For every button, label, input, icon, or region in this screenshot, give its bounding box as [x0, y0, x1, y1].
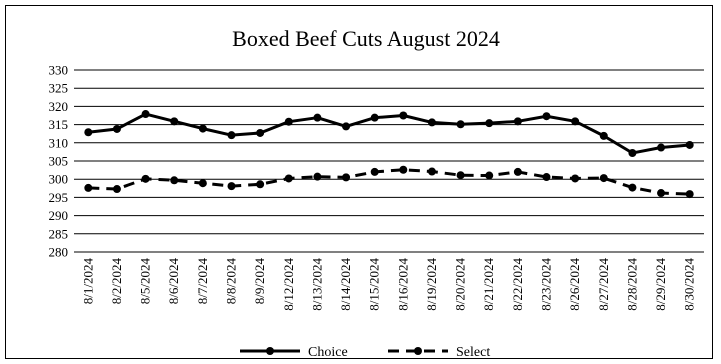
data-point	[112, 124, 121, 133]
x-tick-label: 8/1/2024	[80, 258, 95, 305]
data-point	[313, 113, 322, 122]
line-chart: Boxed Beef Cuts August 2024 280 285 290 295…	[49, 26, 704, 360]
legend-label: Choice	[308, 345, 348, 360]
y-tick-label: 300	[49, 172, 69, 187]
data-point	[542, 173, 551, 182]
y-tick-label: 310	[49, 135, 69, 150]
data-point	[370, 167, 379, 176]
data-point	[485, 119, 494, 128]
x-tick-label: 8/26/2024	[567, 258, 582, 311]
data-point	[198, 179, 207, 188]
y-tick-label: 285	[49, 226, 69, 241]
chart-frame: Boxed Beef Cuts August 2024 280 285 290 295…	[5, 5, 713, 360]
y-tick-label: 330	[49, 63, 69, 78]
data-point	[112, 185, 121, 194]
legend-swatch-marker	[414, 347, 422, 355]
x-tick-label: 8/29/2024	[653, 258, 668, 311]
data-point	[571, 174, 580, 183]
x-tick-label: 8/14/2024	[338, 258, 353, 311]
x-axis-tick-labels: 8/1/2024 8/2/2024 8/5/2024 8/6/2024 8/7/2024…	[80, 258, 696, 311]
chart-title: Boxed Beef Cuts August 2024	[232, 26, 500, 51]
data-point	[657, 143, 666, 152]
x-tick-label: 8/27/2024	[596, 258, 611, 311]
series-choice	[84, 110, 694, 157]
data-point	[427, 118, 436, 127]
data-point	[170, 176, 179, 185]
data-point	[284, 117, 293, 126]
x-tick-label: 8/22/2024	[510, 258, 525, 311]
x-tick-label: 8/28/2024	[624, 258, 639, 311]
x-tick-label: 8/23/2024	[539, 258, 554, 311]
data-point	[170, 117, 179, 126]
x-tick-label: 8/2/2024	[109, 258, 124, 305]
data-point	[313, 172, 322, 181]
data-point	[141, 110, 150, 119]
data-point	[399, 111, 408, 120]
data-point	[571, 117, 580, 126]
x-tick-label: 8/20/2024	[453, 258, 468, 311]
legend-item-choice: Choice	[240, 345, 348, 360]
gridlines	[74, 69, 704, 253]
series-line	[88, 168, 690, 196]
data-point	[599, 174, 608, 183]
y-tick-label: 320	[49, 99, 69, 114]
data-point	[456, 171, 465, 180]
data-point	[227, 131, 236, 140]
data-point	[599, 131, 608, 140]
data-point	[628, 183, 637, 192]
x-tick-label: 8/30/2024	[682, 258, 697, 311]
legend-label: Select	[456, 345, 490, 360]
x-tick-label: 8/19/2024	[424, 258, 439, 311]
y-tick-label: 315	[49, 117, 69, 132]
legend: Choice Select	[240, 345, 490, 360]
data-point	[284, 174, 293, 183]
data-point	[685, 190, 694, 199]
y-tick-label: 295	[49, 190, 69, 205]
x-tick-label: 8/5/2024	[138, 258, 153, 305]
data-point	[628, 148, 637, 157]
y-tick-label: 290	[49, 208, 69, 223]
data-point	[84, 183, 93, 192]
data-point	[256, 128, 265, 137]
x-tick-label: 8/9/2024	[252, 258, 267, 305]
x-tick-label: 8/13/2024	[309, 258, 324, 311]
x-tick-label: 8/12/2024	[281, 258, 296, 311]
series-lines	[84, 110, 694, 199]
data-point	[84, 128, 93, 137]
data-point	[657, 189, 666, 198]
x-tick-label: 8/21/2024	[481, 258, 496, 311]
data-point	[141, 174, 150, 183]
data-point	[370, 113, 379, 122]
x-tick-label: 8/15/2024	[367, 258, 382, 311]
data-point	[685, 140, 694, 149]
data-point	[542, 112, 551, 121]
data-point	[427, 167, 436, 176]
data-point	[256, 180, 265, 189]
y-tick-label: 325	[49, 81, 69, 96]
data-point	[513, 167, 522, 176]
series-line	[88, 112, 690, 155]
data-point	[485, 171, 494, 180]
data-point	[342, 173, 351, 182]
legend-item-select: Select	[388, 345, 490, 360]
data-point	[227, 182, 236, 191]
series-select	[84, 165, 694, 199]
data-point	[513, 117, 522, 126]
y-tick-label: 305	[49, 154, 69, 169]
data-point	[198, 124, 207, 133]
x-tick-label: 8/7/2024	[195, 258, 210, 305]
y-tick-label: 280	[49, 245, 69, 260]
legend-swatch-marker	[266, 347, 274, 355]
x-tick-label: 8/16/2024	[395, 258, 410, 311]
data-point	[342, 122, 351, 131]
x-tick-label: 8/8/2024	[224, 258, 239, 305]
data-point	[399, 165, 408, 174]
y-axis-tick-labels: 280 285 290 295 300 305 310 315 320 325 330	[49, 63, 69, 260]
x-tick-label: 8/6/2024	[166, 258, 181, 305]
data-point	[456, 120, 465, 129]
